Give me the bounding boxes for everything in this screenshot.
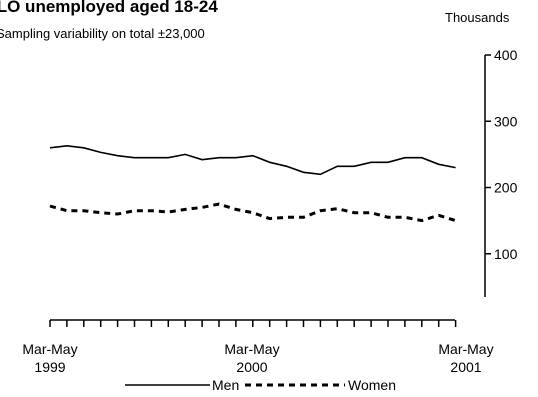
data-point-men	[387, 161, 390, 164]
y-tick-label-300: 300	[494, 113, 518, 129]
data-point-men	[150, 156, 153, 159]
data-point-men	[167, 156, 170, 159]
series-line-women	[49, 202, 457, 223]
data-point-men	[285, 165, 288, 168]
data-point-men	[420, 156, 423, 159]
legend-label-women: Women	[348, 377, 396, 393]
x-tick-label-1999-line1: Mar-May	[22, 341, 77, 357]
data-point-men	[234, 156, 237, 159]
y-tick-label-100: 100	[494, 246, 518, 262]
data-point-women	[420, 219, 423, 222]
data-point-men	[133, 156, 136, 159]
data-point-men	[99, 151, 102, 154]
data-point-men	[116, 154, 119, 157]
data-point-women	[302, 216, 305, 219]
data-point-women	[370, 211, 373, 214]
x-tick-label-2000-line1: Mar-May	[224, 341, 279, 357]
data-point-women	[201, 206, 204, 209]
y-axis-ticks: 400 300 200 100	[485, 47, 518, 262]
chart-title: ILO unemployed aged 18-24	[0, 0, 218, 16]
data-point-men	[454, 166, 457, 169]
data-point-women	[403, 216, 406, 219]
x-tick-label-2001-line2: 2001	[450, 359, 481, 375]
data-point-men	[184, 153, 187, 156]
data-point-men	[65, 144, 68, 147]
data-point-women	[234, 208, 237, 211]
data-point-men	[353, 165, 356, 168]
data-point-women	[319, 209, 322, 212]
data-point-men	[336, 165, 339, 168]
data-point-women	[99, 211, 102, 214]
y-tick-label-200: 200	[494, 180, 518, 196]
series-line-men	[49, 144, 456, 176]
data-point-women	[437, 214, 440, 217]
data-point-women	[387, 216, 390, 219]
data-point-women	[82, 209, 85, 212]
data-point-men	[201, 158, 204, 161]
data-point-women	[150, 209, 153, 212]
data-point-women	[336, 207, 339, 210]
data-point-men	[437, 163, 440, 166]
data-point-women	[167, 211, 170, 214]
data-point-men	[49, 146, 52, 149]
data-point-women	[353, 211, 356, 214]
data-point-women	[184, 208, 187, 211]
data-points	[49, 144, 458, 222]
data-point-women	[268, 217, 271, 220]
data-point-men	[82, 146, 85, 149]
x-tick-label-2001-line1: Mar-May	[438, 341, 493, 357]
data-point-men	[302, 171, 305, 174]
legend: Men Women	[125, 377, 396, 393]
data-point-men	[218, 156, 221, 159]
data-point-women	[49, 205, 52, 208]
data-point-men	[370, 161, 373, 164]
data-point-women	[251, 211, 254, 214]
y-axis-label: Thousands	[445, 10, 510, 25]
chart-subtitle: Sampling variability on total ±23,000	[0, 26, 205, 41]
y-tick-label-400: 400	[494, 47, 518, 63]
data-point-women	[218, 203, 221, 206]
data-point-women	[285, 216, 288, 219]
data-point-women	[133, 209, 136, 212]
data-point-women	[65, 209, 68, 212]
data-point-men	[403, 156, 406, 159]
x-axis-ticks	[49, 320, 457, 327]
legend-label-men: Men	[212, 377, 239, 393]
x-tick-label-2000-line2: 2000	[236, 359, 267, 375]
x-tick-label-1999-line2: 1999	[34, 359, 65, 375]
data-point-women	[116, 213, 119, 216]
data-point-women	[454, 219, 457, 222]
data-point-men	[319, 173, 322, 176]
data-point-men	[268, 161, 271, 164]
data-point-men	[251, 154, 254, 157]
